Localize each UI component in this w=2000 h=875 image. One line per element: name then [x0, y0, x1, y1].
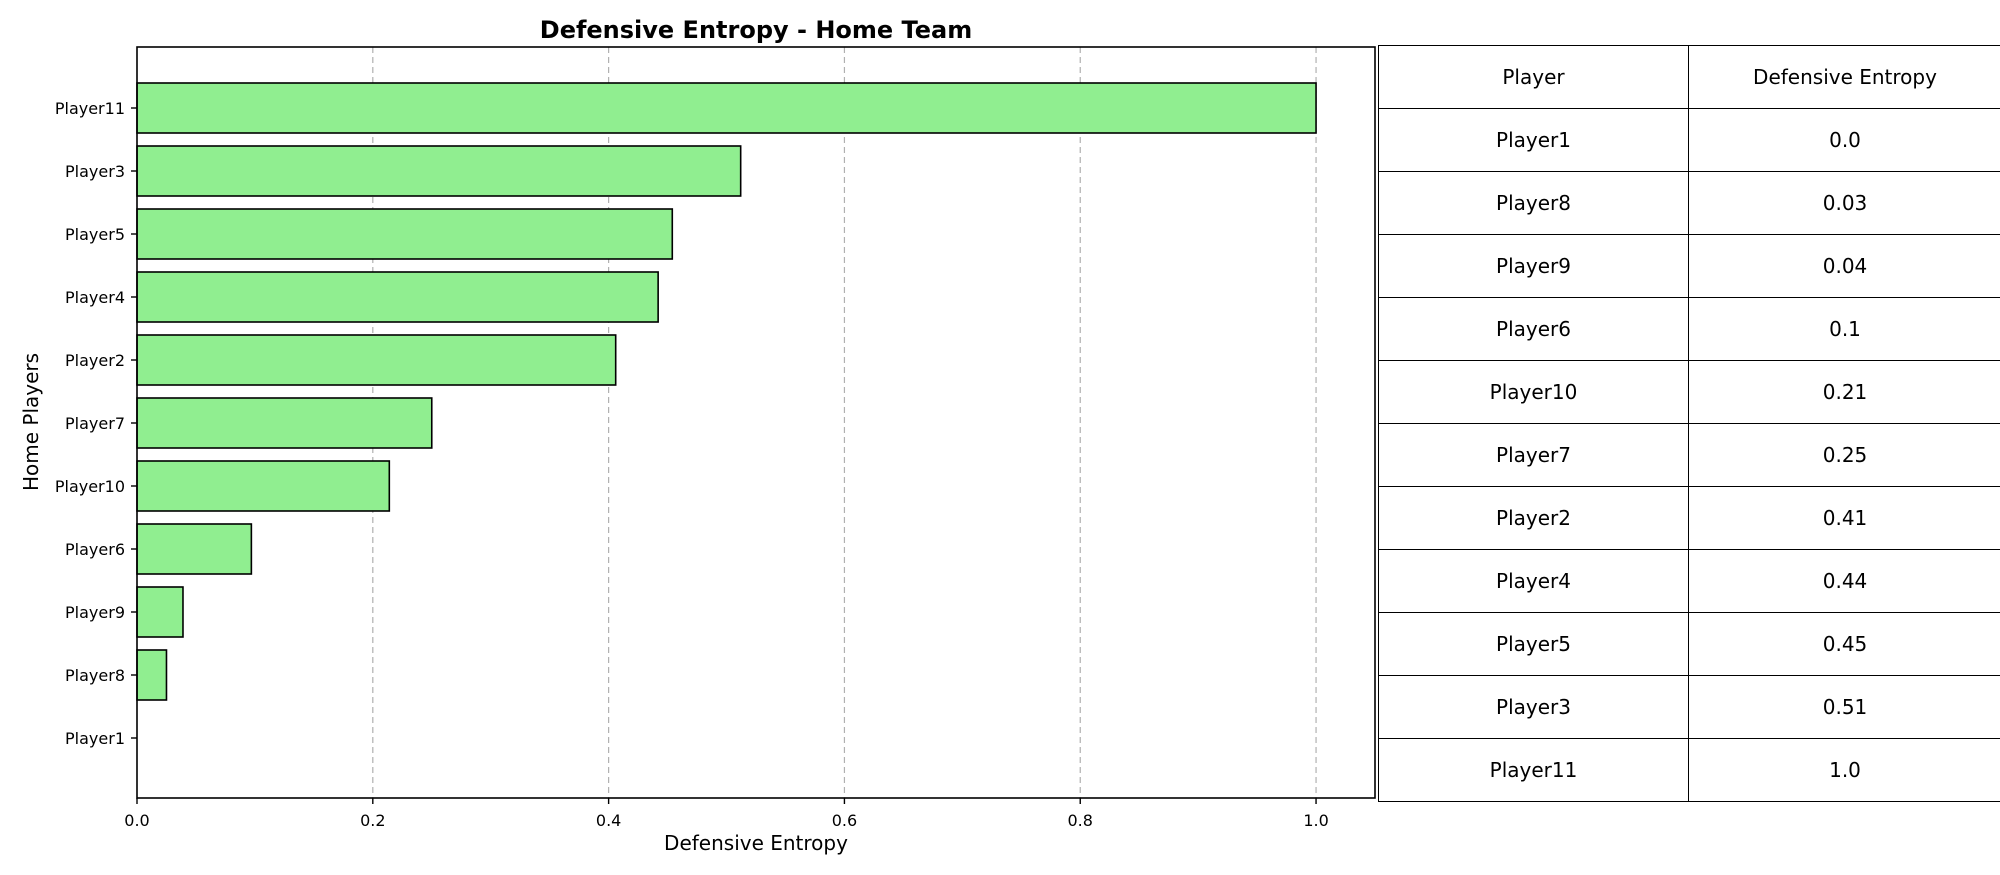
- bar: [136, 397, 433, 449]
- table-row: Player4 0.44: [1378, 549, 2000, 613]
- bar: [136, 82, 1317, 134]
- table-row: Player10 0.21: [1378, 360, 2000, 424]
- chart-title: Defensive Entropy - Home Team: [540, 16, 972, 44]
- bar: [136, 586, 184, 638]
- table-row: Player3 0.51: [1378, 675, 2000, 739]
- y-tick-label: Player9: [65, 603, 125, 622]
- y-tick-label: Player3: [65, 162, 125, 181]
- table-cell-entropy: 0.44: [1688, 549, 2000, 613]
- table-row: Player9 0.04: [1378, 234, 2000, 298]
- table-row: Player6 0.1: [1378, 297, 2000, 361]
- table-cell-entropy: 0.03: [1688, 171, 2000, 235]
- table-cell-entropy: 0.04: [1688, 234, 2000, 298]
- data-table: Player Defensive Entropy Player1 0.0 Playe…: [1378, 45, 2000, 802]
- x-tick-label: 0.4: [596, 811, 621, 830]
- table-cell-player: Player4: [1378, 549, 1689, 613]
- table-row: Player8 0.03: [1378, 171, 2000, 235]
- bar: [136, 271, 659, 323]
- bar: [136, 649, 168, 701]
- x-tick-label: 0.0: [124, 811, 149, 830]
- table-row: Player11 1.0: [1378, 738, 2000, 802]
- x-tick-label: 0.8: [1068, 811, 1093, 830]
- bar: [136, 523, 253, 575]
- y-tick-label: Player10: [55, 477, 125, 496]
- table-cell-entropy: 0.25: [1688, 423, 2000, 487]
- y-tick-label: Player7: [65, 414, 125, 433]
- x-tick-label: 0.2: [360, 811, 385, 830]
- y-tick-label: Player2: [65, 351, 125, 370]
- table-header-entropy: Defensive Entropy: [1688, 45, 2000, 109]
- y-axis-label: Home Players: [19, 353, 43, 491]
- y-tick-label: Player6: [65, 540, 125, 559]
- table-cell-entropy: 0.21: [1688, 360, 2000, 424]
- table-cell-player: Player6: [1378, 297, 1689, 361]
- table-cell-entropy: 0.45: [1688, 612, 2000, 676]
- table-row: Player1 0.0: [1378, 108, 2000, 172]
- y-tick-label: Player5: [65, 225, 125, 244]
- table-cell-player: Player10: [1378, 360, 1689, 424]
- bar: [136, 460, 391, 512]
- table-header-player: Player: [1378, 45, 1689, 109]
- table-cell-entropy: 0.1: [1688, 297, 2000, 361]
- table-cell-player: Player1: [1378, 108, 1689, 172]
- table-cell-player: Player7: [1378, 423, 1689, 487]
- y-tick-label: Player4: [65, 288, 125, 307]
- y-axis-ticks: Player1 Player8 Player9 Player6 Player10 Play…: [55, 99, 137, 748]
- bars: [136, 82, 1317, 701]
- bar: [136, 334, 617, 386]
- x-axis-label: Defensive Entropy: [664, 831, 848, 855]
- bar: [136, 208, 674, 260]
- table-cell-entropy: 0.41: [1688, 486, 2000, 550]
- table-cell-player: Player5: [1378, 612, 1689, 676]
- y-tick-label: Player8: [65, 666, 125, 685]
- table-row: Player2 0.41: [1378, 486, 2000, 550]
- x-axis-ticks: 0.0 0.2 0.4 0.6 0.8 1.0: [124, 798, 1329, 830]
- table-cell-player: Player2: [1378, 486, 1689, 550]
- table-header-row: Player Defensive Entropy: [1378, 45, 2000, 109]
- table-row: Player5 0.45: [1378, 612, 2000, 676]
- table-cell-entropy: 0.0: [1688, 108, 2000, 172]
- bar: [136, 145, 742, 197]
- table-cell-player: Player3: [1378, 675, 1689, 739]
- table-cell-entropy: 1.0: [1688, 738, 2000, 802]
- x-tick-label: 0.6: [832, 811, 857, 830]
- x-tick-label: 1.0: [1303, 811, 1328, 830]
- y-tick-label: Player11: [55, 99, 125, 118]
- table-cell-player: Player9: [1378, 234, 1689, 298]
- table-cell-player: Player8: [1378, 171, 1689, 235]
- table-row: Player7 0.25: [1378, 423, 2000, 487]
- table-cell-player: Player11: [1378, 738, 1689, 802]
- table-cell-entropy: 0.51: [1688, 675, 2000, 739]
- y-tick-label: Player1: [65, 729, 125, 748]
